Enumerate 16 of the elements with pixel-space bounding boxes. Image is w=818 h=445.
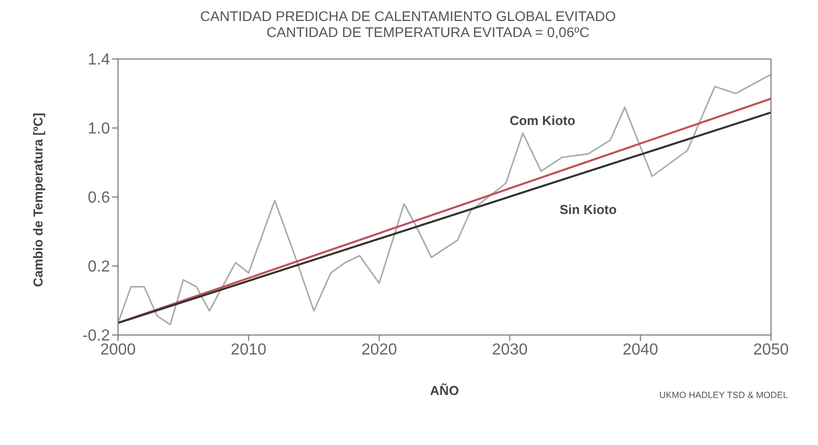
y-tick-label: 1.0 (88, 120, 110, 138)
x-axis-title: AÑO (430, 383, 459, 398)
x-tick-label: 2010 (230, 341, 266, 358)
y-tick-label: 0.6 (88, 190, 110, 207)
x-tick-label: 2050 (753, 341, 789, 358)
x-tick-label: 2020 (361, 341, 398, 358)
y-tick-label: 0.2 (88, 258, 110, 276)
x-tick-label: 2030 (492, 341, 528, 358)
y-tick-label: 1.4 (88, 52, 110, 69)
text: Com Kioto (510, 112, 576, 128)
text: UKMO HADLEY TSD & MODEL (659, 390, 788, 400)
chart-title: CANTIDAD PREDICHA DE CALENTAMIENTO GLOBAL EVITADO (199, 8, 617, 24)
y-axis-title: Cambio de Temperatura [ºC] (30, 112, 46, 287)
x-tick-label: 2040 (622, 341, 658, 358)
chart-subtitle: CANTIDAD DE TEMPERATURA EVITADA = 0,06ºC (266, 24, 590, 40)
series-label: Sin Kioto (560, 202, 617, 217)
